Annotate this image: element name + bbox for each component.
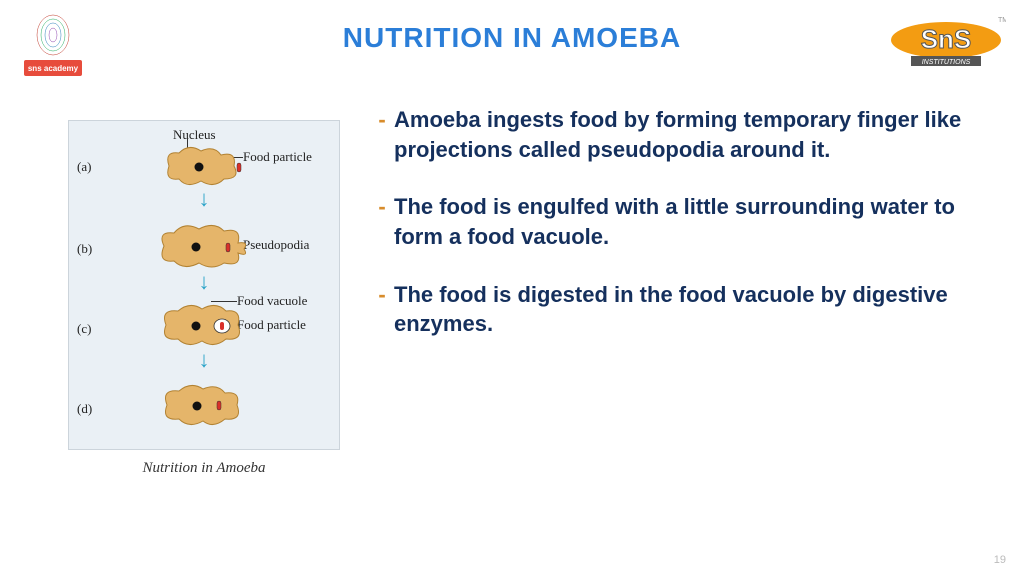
bullet-1: - Amoeba ingests food by forming tempora… [370,105,964,164]
bullet-2-text: The food is engulfed with a little surro… [394,192,964,251]
svg-text:SnS: SnS [921,24,972,54]
arrow-ab: ↓ [199,188,210,210]
page-number: 19 [994,554,1006,566]
bullet-1-text: Amoeba ingests food by forming temporary… [394,105,964,164]
diagram-caption: Nutrition in Amoeba [68,460,340,477]
stage-b-label: (b) [77,241,92,257]
bullet-dash: - [370,192,394,251]
svg-text:TM: TM [998,17,1006,24]
svg-text:sns academy: sns academy [28,64,79,73]
stage-c-label: (c) [77,321,91,337]
page-title: NUTRITION IN AMOEBA [343,22,681,54]
stage-a-label: (a) [77,159,91,175]
logo-left: sns academy [18,10,88,80]
bullet-dash: - [370,280,394,339]
bullet-2: - The food is engulfed with a little sur… [370,192,964,251]
anno-food-particle: Food particle [243,149,312,165]
arrow-bc: ↓ [199,271,210,293]
bullet-dash: - [370,105,394,164]
bullet-3-text: The food is digested in the food vacuole… [394,280,964,339]
diagram-area: (a) (b) (c) (d) Nucleus Food particle Ps… [68,120,340,477]
diagram-box: (a) (b) (c) (d) Nucleus Food particle Ps… [68,120,340,450]
bullet-3: - The food is digested in the food vacuo… [370,280,964,339]
svg-text:INSTITUTIONS: INSTITUTIONS [922,59,971,66]
logo-right: SnS INSTITUTIONS TM [886,12,1006,72]
arrow-cd: ↓ [199,349,210,371]
amoeba-d [157,379,251,436]
bullets-area: - Amoeba ingests food by forming tempora… [370,105,964,367]
stage-d-label: (d) [77,401,92,417]
